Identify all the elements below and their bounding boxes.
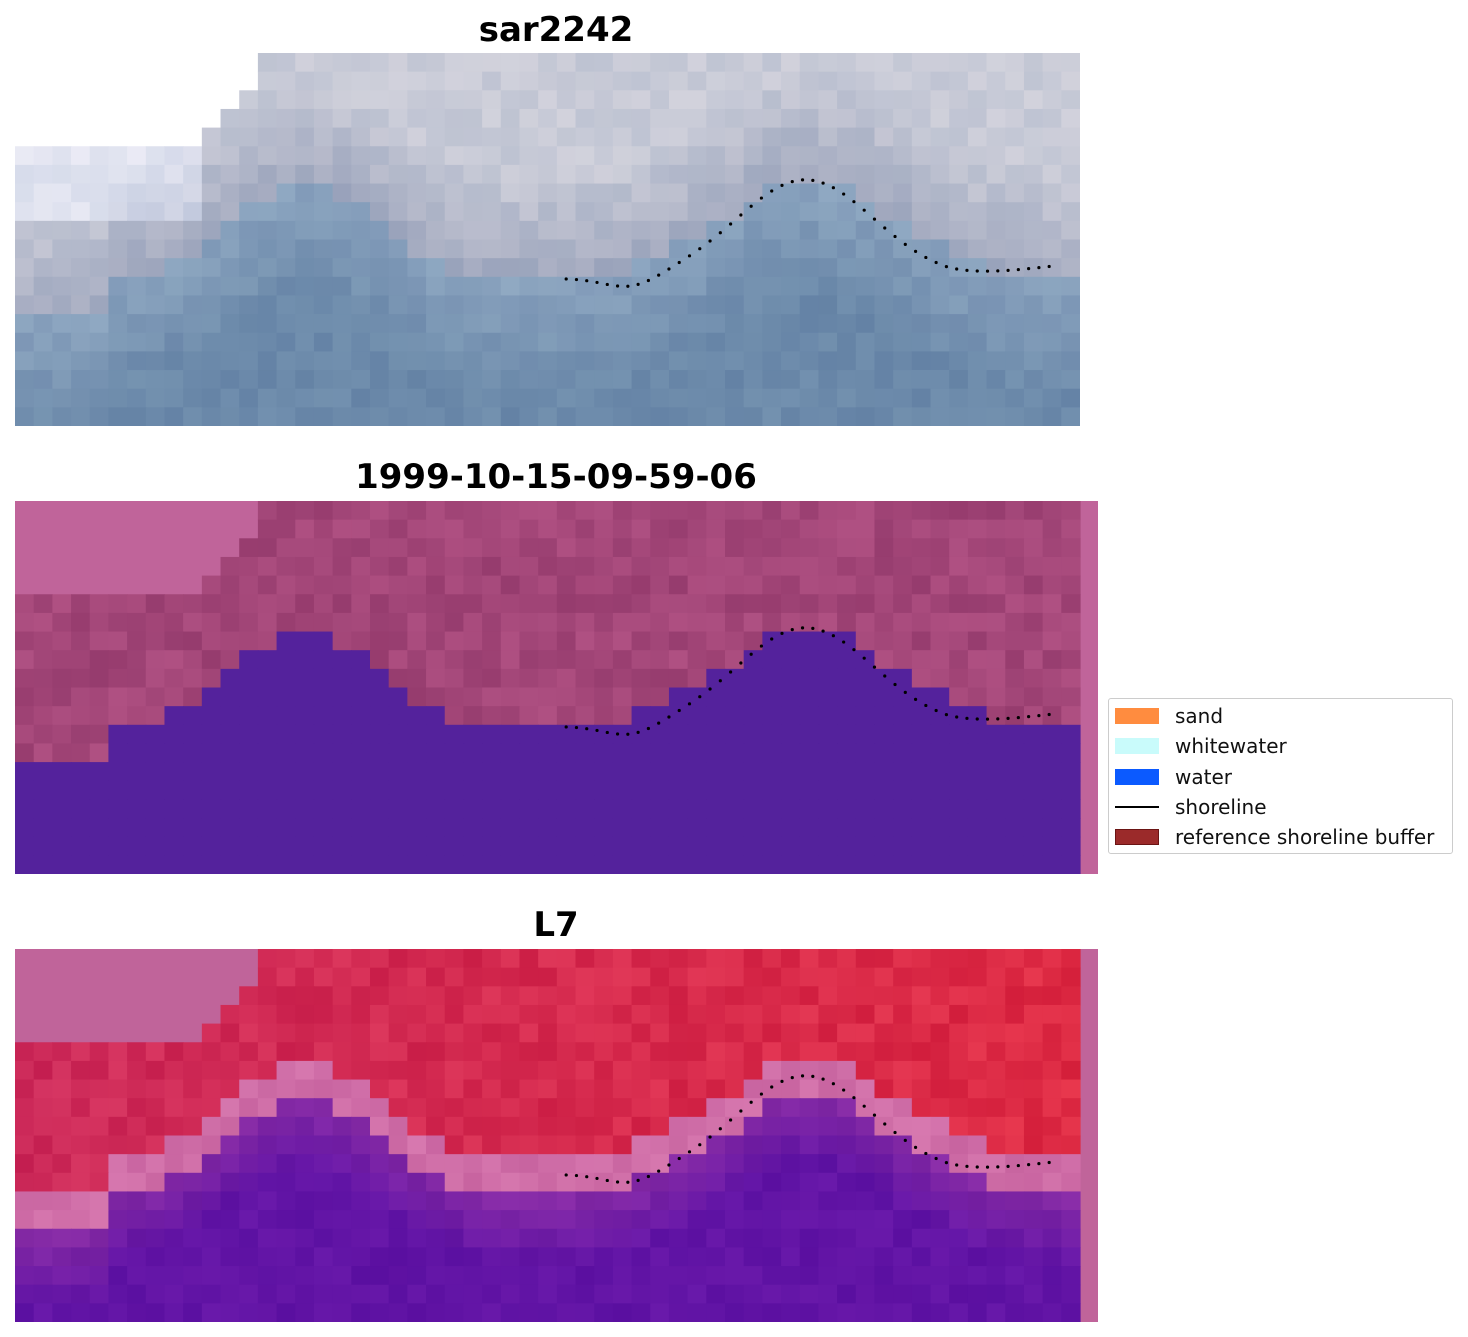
legend-item-shoreline: shoreline <box>1115 794 1267 820</box>
shoreline-line-sample <box>1115 806 1159 808</box>
classified-image <box>15 501 1098 874</box>
legend-item-sand: sand <box>1115 703 1223 729</box>
legend-label: shoreline <box>1175 795 1267 819</box>
legend: sand whitewater water shoreline referenc… <box>1108 698 1453 854</box>
legend-item-water: water <box>1115 764 1232 790</box>
legend-item-reference-buffer: reference shoreline buffer <box>1115 824 1434 850</box>
index-image <box>15 949 1098 1322</box>
legend-item-whitewater: whitewater <box>1115 733 1287 759</box>
panel-title-3: L7 <box>533 905 579 945</box>
legend-label: sand <box>1175 704 1224 728</box>
panel-title-2: 1999-10-15-09-59-06 <box>355 457 757 497</box>
water-swatch <box>1115 769 1159 785</box>
legend-label: water <box>1175 765 1232 789</box>
legend-label: reference shoreline buffer <box>1175 825 1435 849</box>
whitewater-swatch <box>1115 738 1159 754</box>
panel-title-1: sar2242 <box>478 10 634 50</box>
reference-buffer-swatch <box>1115 829 1159 845</box>
legend-label: whitewater <box>1175 734 1287 758</box>
satellite-rgb-image <box>15 53 1080 426</box>
sand-swatch <box>1115 708 1159 724</box>
